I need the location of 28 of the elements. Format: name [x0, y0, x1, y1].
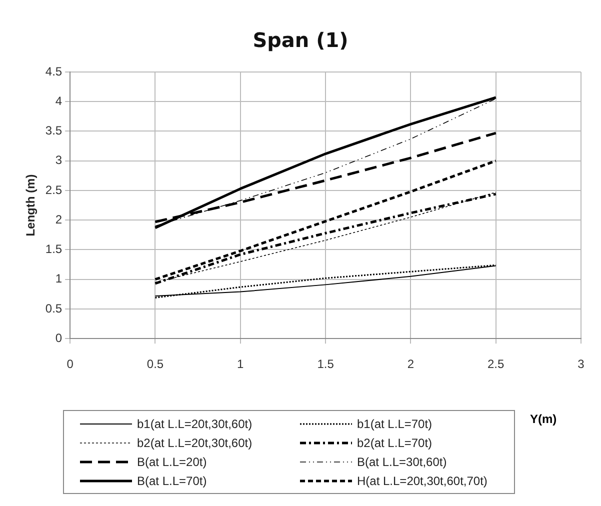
y-tick-label: 4 [55, 94, 62, 108]
legend-label: H(at L.L=20t,30t,60t,70t) [357, 474, 488, 488]
legend-label: b2(at L.L=20t,30t,60t) [137, 436, 252, 450]
y-tick-label: 0 [55, 330, 62, 345]
legend-label: b1(at L.L=70t) [357, 416, 432, 430]
y-tick-label: 3.5 [45, 124, 62, 138]
y-tick-label: 0.5 [45, 301, 62, 316]
x-tick-label: 0 [66, 357, 74, 372]
y-tick-label: 2 [55, 212, 62, 226]
y-tick-label: 1 [55, 272, 62, 286]
x-tick-label: 2.5 [488, 357, 505, 372]
y-tick-label: 3 [55, 153, 62, 168]
chart-title: Span (1) [252, 28, 348, 52]
legend-label: B(at L.L=70t) [137, 474, 207, 488]
x-tick-label: 1.5 [317, 357, 334, 372]
y-tick-label: 2.5 [45, 182, 62, 197]
y-tick-label: 1.5 [45, 242, 62, 256]
x-axis-title: Y(m) [530, 412, 557, 426]
y-tick-label: 4.5 [45, 64, 62, 78]
x-tick-label: 2 [407, 357, 414, 372]
legend-label: B(at L.L=30t,60t) [357, 454, 447, 468]
x-tick-label: 3 [578, 357, 585, 372]
y-axis-title: Length (m) [24, 174, 38, 236]
legend-label: b1(at L.L=20t,30t,60t) [137, 416, 252, 430]
x-tick-label: 1 [237, 357, 244, 372]
legend-label: B(at L.L=20t) [137, 454, 207, 468]
legend-label: b2(at L.L=70t) [357, 436, 432, 450]
x-tick-label: 0.5 [146, 357, 164, 372]
